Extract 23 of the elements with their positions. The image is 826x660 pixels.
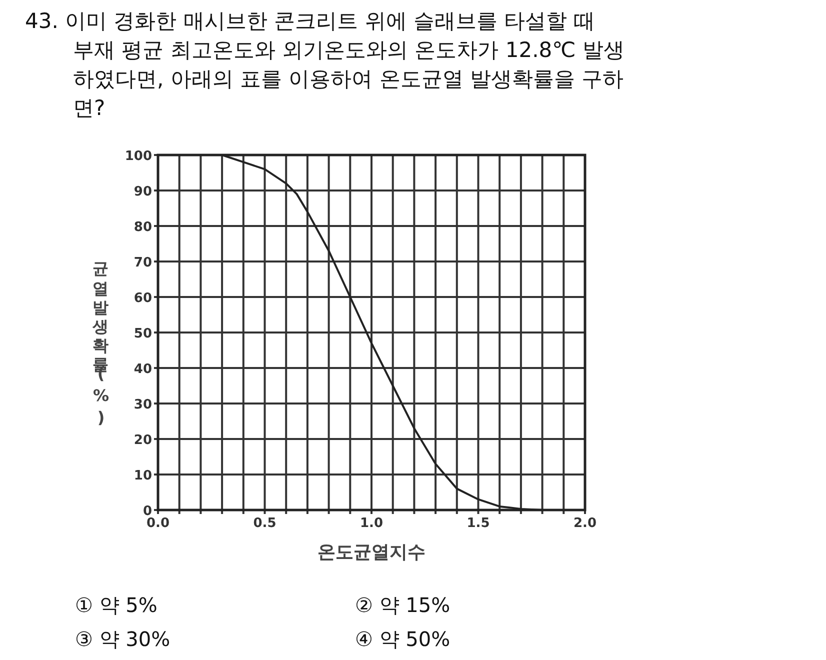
y-tick-label: 60 [134, 291, 152, 306]
x-tick-label: 0.5 [253, 516, 276, 531]
x-tick-label: 1.5 [466, 516, 490, 531]
text: ④ 약 50% [355, 627, 450, 651]
y-tick-label: 50 [134, 326, 152, 342]
text: ① 약 5% [75, 593, 158, 617]
text: ② 약 15% [355, 593, 450, 617]
chart-title: 43. 이미 경화한 매시브한 콘크리트 위에 슬래브를 타설할 때 부재 평균 최고온도와 외기온도와의 온도차가 12.8℃ 발생 하였다면, 아래의 표를 이용하여 온도균열 발생확률을 구하 면? [25, 9, 624, 120]
y-axis-title: 균열발생확률(%) [92, 250, 110, 430]
y-tick-label: 10 [134, 468, 152, 484]
x-axis-title: 온도균열지수 [318, 542, 426, 563]
y-tick-label: 40 [134, 362, 152, 377]
y-tick-label: 20 [134, 433, 152, 448]
y-tick-label: 100 [124, 149, 152, 164]
y-tick-label: 0 [142, 504, 152, 519]
y-tick-label: 90 [134, 184, 152, 200]
y-tick-label: 70 [134, 256, 152, 270]
y-tick-label: 30 [134, 398, 152, 412]
x-tick-label: 0.0 [146, 516, 170, 531]
y-tick-label: 80 [134, 220, 152, 235]
text: ③ 약 30% [75, 627, 170, 651]
x-tick-label: 1.0 [360, 516, 384, 531]
x-tick-label: 2.0 [573, 516, 597, 531]
